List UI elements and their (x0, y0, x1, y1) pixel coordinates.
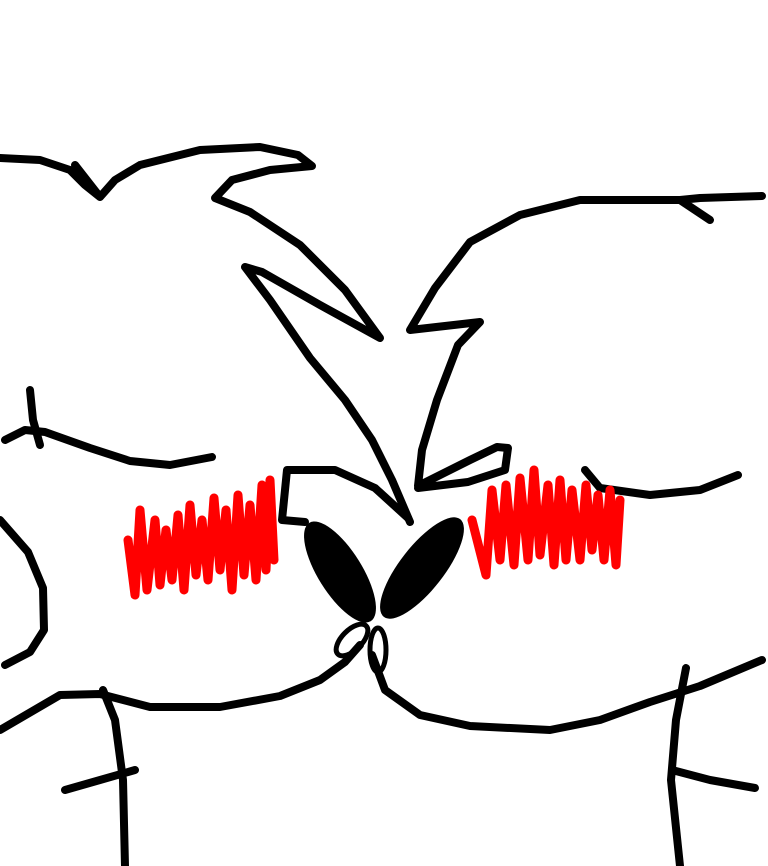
left-blush (123, 475, 279, 600)
right-eye (581, 466, 742, 499)
right-mouth (367, 625, 389, 675)
right-character (368, 192, 766, 866)
left-mouth (333, 621, 371, 659)
left-character (0, 143, 414, 866)
noses (304, 517, 464, 675)
left-jaw (0, 641, 364, 734)
right-neck (667, 664, 690, 866)
right-blush (467, 465, 625, 580)
left-nose-shape (304, 521, 376, 623)
left-nose (278, 466, 412, 526)
right-collar (668, 766, 759, 792)
left-neck (99, 686, 129, 866)
right-hair-top (406, 192, 766, 492)
left-eye-mark (26, 386, 44, 449)
left-cheek (0, 516, 48, 669)
right-nose-shape (380, 517, 464, 619)
left-eye (1, 426, 216, 469)
left-hair-top (0, 143, 414, 526)
left-collar (61, 766, 139, 794)
